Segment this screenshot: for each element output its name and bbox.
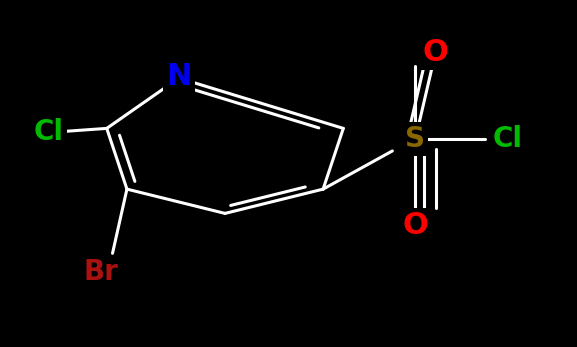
Text: O: O: [403, 211, 428, 240]
Text: O: O: [423, 37, 448, 67]
Text: S: S: [406, 125, 425, 153]
Text: Cl: Cl: [34, 118, 64, 146]
Text: Br: Br: [84, 259, 118, 286]
Text: N: N: [166, 62, 192, 91]
Text: Cl: Cl: [493, 125, 523, 153]
